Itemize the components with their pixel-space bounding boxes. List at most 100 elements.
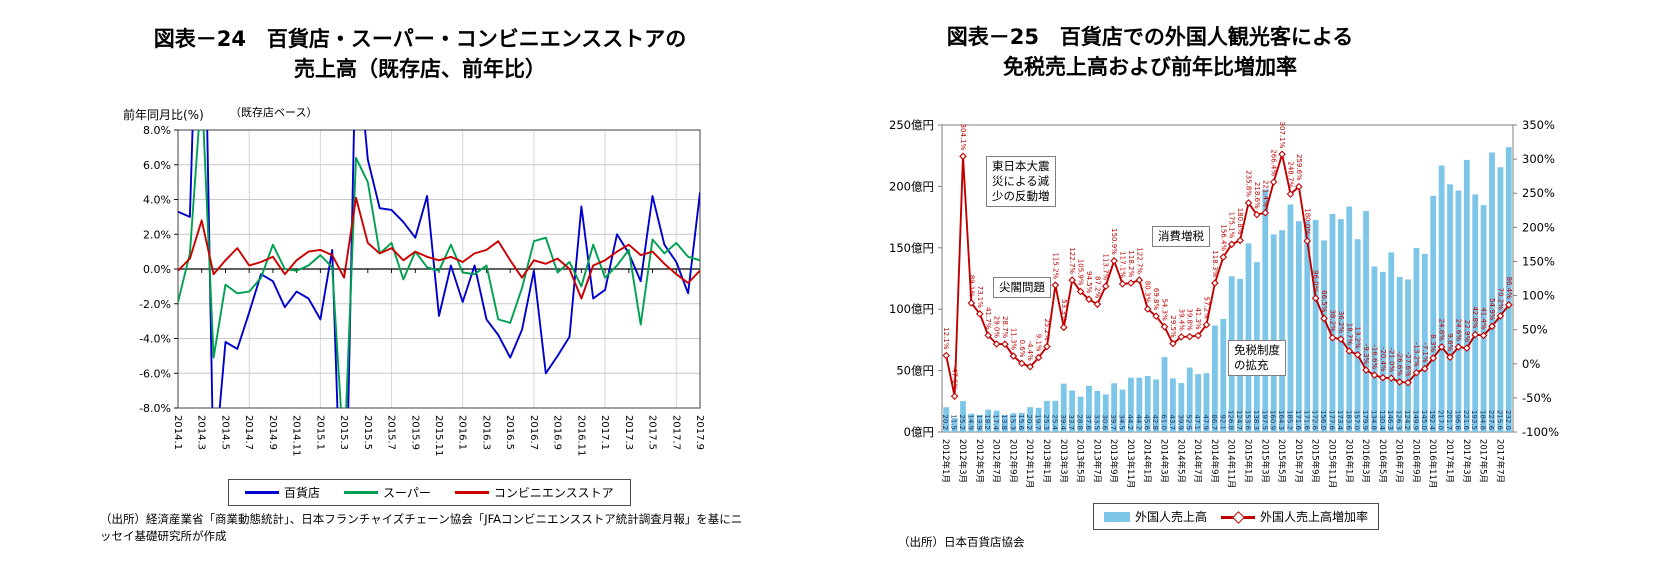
diamond-marker bbox=[1303, 237, 1312, 245]
growth-rate-label: 87.2% bbox=[1093, 276, 1101, 299]
right-x-tick-label: 2015年9月 bbox=[1310, 439, 1321, 483]
right-chart-title-line2: 免税売上高および前年比増加率 bbox=[1003, 55, 1297, 79]
growth-rate-label: 115.2% bbox=[1051, 252, 1059, 279]
bar-tax-free-sales bbox=[1321, 240, 1327, 432]
growth-rate-label: 41.7% bbox=[984, 307, 992, 330]
right-chart-right-axis-label: 50% bbox=[1522, 323, 1548, 337]
bar-tax-free-sales bbox=[1094, 390, 1101, 432]
bar-value-label: 13.8 bbox=[1000, 414, 1008, 430]
diamond-marker bbox=[1118, 280, 1127, 288]
right-x-tick-label: 2017年1月 bbox=[1444, 439, 1455, 483]
growth-rate-label: -9.3% bbox=[1362, 344, 1370, 365]
right-chart-right-axis-label: -100% bbox=[1522, 425, 1559, 439]
bar-value-label: 20.2 bbox=[1025, 414, 1033, 430]
left-y-tick-label: 4.0% bbox=[143, 194, 171, 207]
bar-tax-free-sales bbox=[1405, 279, 1411, 432]
bar-tax-free-sales bbox=[1102, 394, 1109, 432]
diamond-marker bbox=[1026, 363, 1034, 371]
bar-value-label: 134.8 bbox=[1369, 410, 1377, 430]
diamond-marker bbox=[1068, 276, 1076, 284]
bar-value-label: 160.9 bbox=[1269, 410, 1277, 430]
growth-rate-label: 24.6% bbox=[1454, 319, 1462, 342]
left-x-tick-label: 2016.7 bbox=[528, 415, 539, 450]
right-x-tick-label: 2012年3月 bbox=[957, 439, 968, 483]
growth-rate-label: -20.4% bbox=[1379, 347, 1387, 372]
right-chart-right-axis-label: -50% bbox=[1522, 391, 1552, 405]
bar-tax-free-sales bbox=[1144, 376, 1151, 432]
growth-rate-label: 70.2% bbox=[1496, 288, 1504, 311]
growth-rate-label: 73.1% bbox=[976, 286, 984, 309]
diamond-marker bbox=[1311, 294, 1320, 303]
bar-tax-free-sales bbox=[1086, 385, 1092, 432]
growth-rate-label: 11.3% bbox=[1009, 328, 1017, 351]
right-x-tick-label: 2012年1月 bbox=[940, 439, 951, 483]
growth-rate-label: 117.1% bbox=[1119, 251, 1127, 278]
left-y-tick-label: 6.0% bbox=[143, 159, 171, 172]
diamond-marker bbox=[959, 152, 967, 161]
growth-rate-label: 221.4% bbox=[1261, 180, 1269, 207]
right-x-tick-label: 2014年11月 bbox=[1226, 439, 1237, 488]
growth-rate-label: 39.8% bbox=[1186, 308, 1194, 331]
growth-rate-label: 9.6% bbox=[1446, 333, 1454, 351]
bar-tax-free-sales bbox=[1170, 378, 1176, 432]
right-chart-left-axis-label: 0億円 bbox=[904, 425, 934, 439]
diamond-marker bbox=[1278, 150, 1286, 159]
bar-value-label: 146.3 bbox=[1386, 410, 1394, 430]
bar-tax-free-sales bbox=[1421, 253, 1428, 432]
bar-tax-free-sales bbox=[1069, 390, 1076, 432]
left-x-tick-label: 2015.11 bbox=[433, 415, 444, 456]
annotation-line: 免税制度 bbox=[1234, 343, 1280, 357]
right-x-tick-label: 2015年7月 bbox=[1293, 439, 1304, 483]
diamond-marker bbox=[1379, 373, 1387, 382]
bar-value-label: 184.8 bbox=[1479, 410, 1487, 430]
diamond-marker bbox=[1127, 279, 1135, 287]
bar-value-label: 193.5 bbox=[1470, 410, 1478, 430]
bar-value-label: 156.0 bbox=[1319, 410, 1327, 430]
left-chart-title: 図表－24 百貨店・スーパー・コンビニエンスストアの 売上高（既存店、前年比） bbox=[85, 24, 755, 84]
bar-value-label: 124.2 bbox=[1403, 410, 1411, 430]
diamond-marker bbox=[1295, 182, 1303, 191]
diamond-marker bbox=[1160, 322, 1169, 331]
left-y-axis-unit: 前年同月比(%) bbox=[123, 108, 204, 122]
right-x-tick-label: 2013年9月 bbox=[1108, 439, 1119, 483]
right-x-tick-label: 2013年7月 bbox=[1091, 439, 1102, 483]
growth-rate-label: -26.6% bbox=[1396, 351, 1404, 376]
growth-rate-label: 94.5% bbox=[1085, 271, 1093, 294]
left-y-tick-label: -8.0% bbox=[139, 402, 171, 415]
bar-tax-free-sales bbox=[985, 409, 992, 432]
right-chart-right-axis-label: 250% bbox=[1522, 186, 1555, 200]
bar-value-label: 45.6 bbox=[1143, 414, 1151, 430]
left-x-tick-label: 2015.5 bbox=[362, 415, 373, 450]
diamond-marker bbox=[1454, 343, 1463, 351]
legend-item: 百貨店 bbox=[245, 484, 320, 501]
annotation-line: 東日本大震 bbox=[992, 159, 1050, 173]
diamond-marker bbox=[942, 351, 950, 360]
left-x-tick-label: 2014.9 bbox=[267, 415, 278, 450]
annotation-line: 災による減 bbox=[992, 174, 1050, 188]
bar-tax-free-sales bbox=[1035, 407, 1042, 432]
diamond-marker bbox=[950, 392, 959, 401]
right-chart-left-axis-label: 250億円 bbox=[889, 118, 934, 132]
diamond-marker bbox=[1437, 343, 1446, 351]
diamond-marker bbox=[1202, 320, 1211, 329]
bar-tax-free-sales bbox=[1371, 266, 1378, 432]
right-chart-left-axis-label: 100億円 bbox=[889, 302, 934, 316]
left-chart-title-line1: 図表－24 百貨店・スーパー・コンビニエンスストアの bbox=[153, 27, 687, 51]
growth-rate-label: 42.8% bbox=[1471, 306, 1479, 329]
bar-value-label: 47.1 bbox=[1193, 414, 1201, 430]
right-x-tick-label: 2016年11月 bbox=[1427, 439, 1438, 488]
diamond-marker bbox=[1001, 340, 1009, 348]
right-x-tick-label: 2013年11月 bbox=[1125, 439, 1136, 488]
growth-rate-label: 13.2% bbox=[1354, 327, 1362, 350]
diamond-marker bbox=[1051, 281, 1060, 289]
diamond-marker bbox=[1362, 366, 1370, 374]
growth-rate-label: 105.9% bbox=[1077, 259, 1085, 286]
diamond-marker bbox=[1185, 332, 1194, 341]
diamond-marker bbox=[1034, 353, 1043, 362]
right-x-tick-label: 2015年1月 bbox=[1242, 439, 1253, 483]
right-chart-source: （出所）日本百貨店協会 bbox=[898, 535, 1025, 549]
left-x-tick-label: 2015.1 bbox=[314, 415, 325, 450]
bar-tax-free-sales bbox=[1018, 412, 1025, 432]
growth-rate-label: 235.8% bbox=[1244, 170, 1252, 197]
bar-tax-free-sales bbox=[1430, 195, 1437, 432]
